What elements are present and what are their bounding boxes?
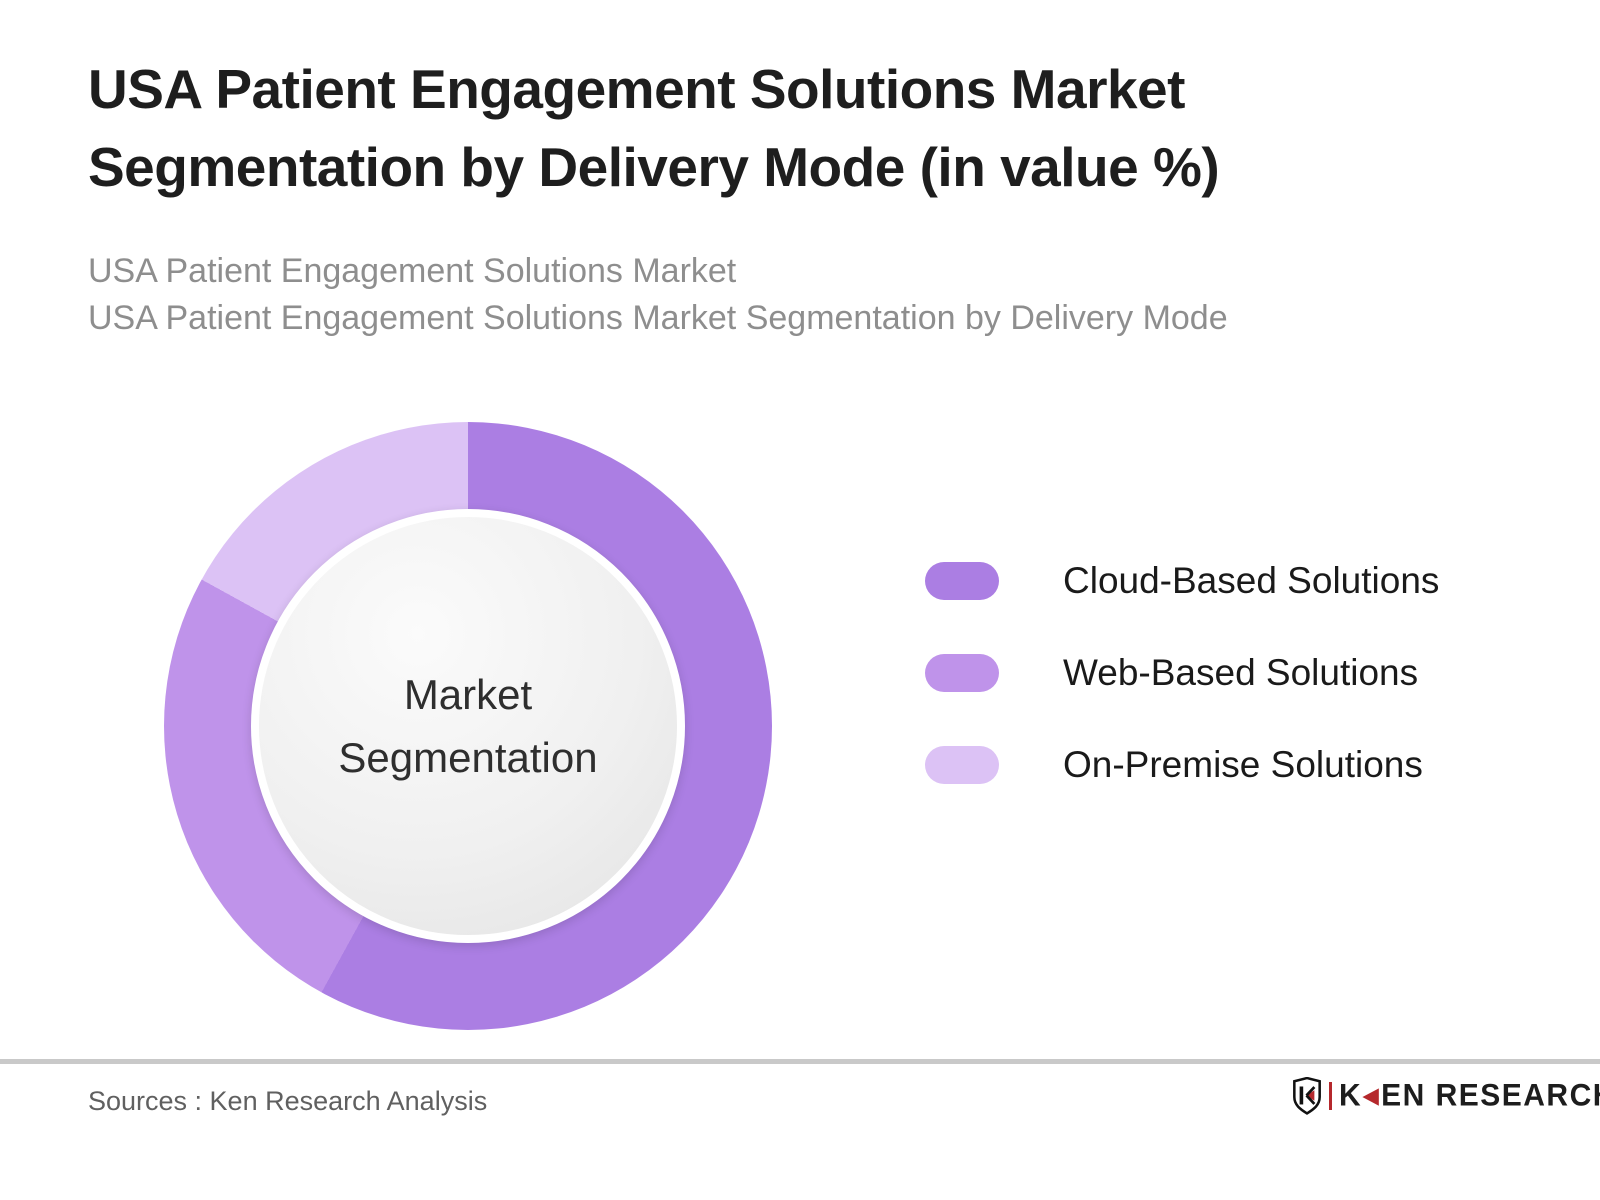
chart-subtitle-line-2: USA Patient Engagement Solutions Market … (88, 298, 1228, 337)
legend-item: On-Premise Solutions (925, 744, 1439, 786)
page-title: USA Patient Engagement Solutions Market … (88, 50, 1328, 206)
shield-k-icon (1293, 1077, 1321, 1115)
red-arrow-icon: ◀ (1363, 1084, 1381, 1108)
legend-swatch-icon (925, 562, 999, 600)
legend-label: Web-Based Solutions (1063, 652, 1419, 693)
page-title-line-1: USA Patient Engagement Solutions Market (88, 58, 1185, 120)
legend-item: Web-Based Solutions (925, 652, 1439, 694)
donut-center-circle: Market Segmentation (251, 509, 685, 943)
donut-center-label-line-1: Market (403, 671, 533, 718)
brand-rest: EN RESEARCH (1381, 1078, 1600, 1113)
legend-label: Cloud-Based Solutions (1063, 560, 1440, 601)
chart-subtitle: USA Patient Engagement Solutions Market … (88, 248, 1488, 342)
brand-wordmark: K ◀ EN RESEARCH (1339, 1078, 1600, 1114)
chart-subtitle-line-1: USA Patient Engagement Solutions Market (88, 252, 737, 290)
donut-center-label-line-2: Segmentation (338, 734, 598, 781)
footer-divider (0, 1059, 1600, 1064)
logo-red-divider (1329, 1082, 1332, 1110)
brand-k: K (1339, 1078, 1363, 1113)
legend-label: On-Premise Solutions (1063, 744, 1423, 785)
ken-research-logo: K ◀ EN RESEARCH (1292, 1076, 1600, 1116)
legend-swatch-icon (925, 654, 999, 692)
chart-legend: Cloud-Based Solutions Web-Based Solutions… (925, 560, 1439, 836)
page-title-line-2: Segmentation by Delivery Mode (in value … (88, 136, 1220, 199)
legend-item: Cloud-Based Solutions (925, 560, 1439, 602)
donut-center-label: Market Segmentation (338, 663, 597, 789)
legend-swatch-icon (925, 746, 999, 784)
donut-chart: Market Segmentation (164, 422, 772, 1030)
sources-note: Sources : Ken Research Analysis (88, 1086, 488, 1116)
